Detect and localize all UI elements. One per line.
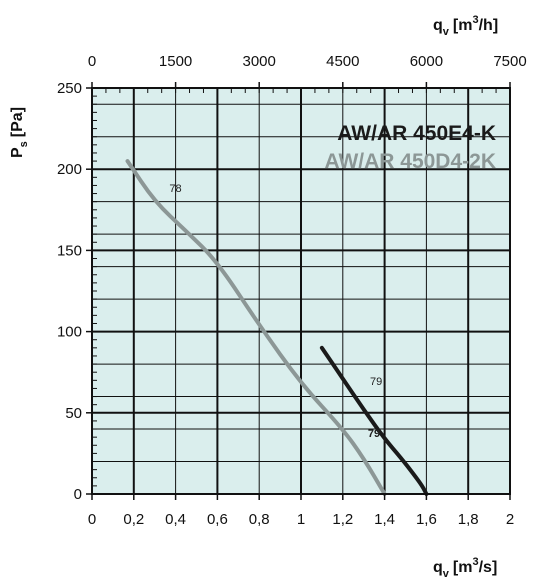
x-top-label-unit-end: /h] xyxy=(479,17,499,34)
curves: 79 79 78 xyxy=(125,159,429,496)
x-bottom-tick-label: 1 xyxy=(297,511,305,528)
x-bottom-tick-label: 1,2 xyxy=(332,511,353,528)
x-bottom-tick-label: 0,4 xyxy=(165,511,186,528)
x-top-tick-label: 1500 xyxy=(159,53,192,70)
x-bottom-label-unit-end: /s] xyxy=(479,559,498,576)
x-bottom-label-sub: v xyxy=(443,568,450,580)
curve-e4k xyxy=(319,345,429,496)
x-top-tick-label: 7500 xyxy=(493,53,526,70)
x-top-label-unit: [m xyxy=(453,17,473,34)
y-ticks: 0 50 100 150 200 250 xyxy=(57,80,92,503)
x-bottom-label-main: q xyxy=(433,559,443,576)
curve-efficiency-label: 78 xyxy=(169,183,181,195)
x-top-tick-label: 3000 xyxy=(243,53,276,70)
x-top-tick-label: 6000 xyxy=(410,53,443,70)
curve-efficiency-label: 79 xyxy=(370,376,382,388)
x-bottom-axis-title: qv [m3/s] xyxy=(433,556,497,580)
y-label-main: P xyxy=(9,147,26,158)
legend-entry: AW/AR 450E4-K xyxy=(337,122,496,145)
x-top-label-main: q xyxy=(433,17,443,34)
y-tick-label: 200 xyxy=(57,161,82,178)
y-tick-label: 250 xyxy=(57,80,82,97)
x-top-label-sub: v xyxy=(443,26,450,38)
legend: AW/AR 450E4-K AW/AR 450D4-2K xyxy=(324,122,496,173)
x-bottom-tick-label: 0 xyxy=(88,511,96,528)
x-bottom-tick-label: 0,8 xyxy=(249,511,270,528)
y-tick-label: 0 xyxy=(74,486,82,503)
y-label-sub: s xyxy=(18,141,30,147)
x-bottom-ticks: 0 0,2 0,4 0,6 0,8 1 1,2 1,4 1,6 1,8 2 xyxy=(88,494,514,528)
x-bottom-tick-label: 2 xyxy=(506,511,514,528)
x-bottom-label-unit: [m xyxy=(453,559,473,576)
y-tick-label: 100 xyxy=(57,324,82,341)
x-top-tick-label: 0 xyxy=(88,53,96,70)
curve-efficiency-label: 79 xyxy=(368,428,380,440)
y-label-unit: [Pa] xyxy=(9,107,26,137)
x-top-axis-title: qv [m3/h] xyxy=(433,14,498,38)
x-top-ticks: 0 1500 3000 4500 6000 7500 xyxy=(88,53,527,88)
x-bottom-tick-label: 0,2 xyxy=(123,511,144,528)
x-bottom-label-sup: 3 xyxy=(472,556,478,568)
grid-lines xyxy=(92,88,510,494)
x-top-label-sup: 3 xyxy=(472,14,478,26)
x-top-tick-label: 4500 xyxy=(326,53,359,70)
x-bottom-tick-label: 0,6 xyxy=(207,511,228,528)
y-tick-label: 50 xyxy=(65,405,82,422)
y-axis-title: Ps [Pa] xyxy=(9,107,30,158)
x-bottom-tick-label: 1,4 xyxy=(374,511,395,528)
curve-d42k xyxy=(125,159,387,496)
legend-entry: AW/AR 450D4-2K xyxy=(324,150,496,173)
x-bottom-tick-label: 1,8 xyxy=(458,511,479,528)
y-tick-label: 150 xyxy=(57,242,82,259)
x-bottom-tick-label: 1,6 xyxy=(416,511,437,528)
